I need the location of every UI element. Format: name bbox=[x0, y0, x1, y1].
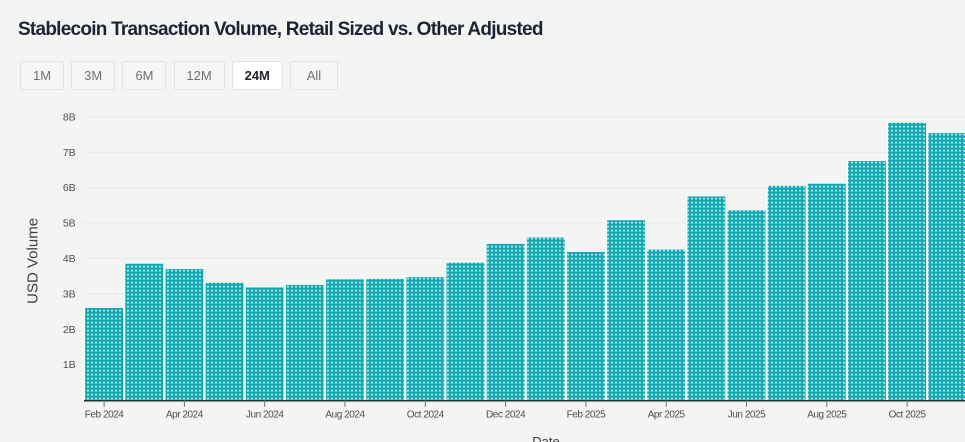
svg-text:Date: Date bbox=[532, 434, 559, 442]
svg-text:4B: 4B bbox=[63, 253, 76, 265]
svg-text:8B: 8B bbox=[63, 111, 76, 123]
svg-text:1B: 1B bbox=[63, 359, 76, 371]
svg-text:Jun 2025: Jun 2025 bbox=[728, 409, 766, 420]
svg-text:Aug 2024: Aug 2024 bbox=[325, 409, 365, 420]
svg-text:Dec 2024: Dec 2024 bbox=[486, 409, 526, 420]
svg-text:Jun 2024: Jun 2024 bbox=[246, 409, 284, 420]
svg-text:Apr 2025: Apr 2025 bbox=[648, 409, 686, 420]
svg-text:Aug 2025: Aug 2025 bbox=[807, 409, 847, 420]
svg-text:Feb 2024: Feb 2024 bbox=[85, 409, 125, 420]
svg-text:6B: 6B bbox=[63, 182, 76, 194]
svg-text:5B: 5B bbox=[63, 218, 76, 230]
svg-text:2B: 2B bbox=[63, 324, 76, 336]
svg-text:7B: 7B bbox=[63, 147, 76, 159]
svg-text:Oct 2025: Oct 2025 bbox=[889, 409, 927, 420]
svg-text:Oct 2024: Oct 2024 bbox=[407, 409, 445, 420]
svg-text:Apr 2024: Apr 2024 bbox=[166, 409, 204, 420]
svg-text:USD Volume: USD Volume bbox=[25, 218, 42, 304]
svg-text:3B: 3B bbox=[63, 288, 76, 300]
svg-text:Feb 2025: Feb 2025 bbox=[567, 409, 607, 420]
